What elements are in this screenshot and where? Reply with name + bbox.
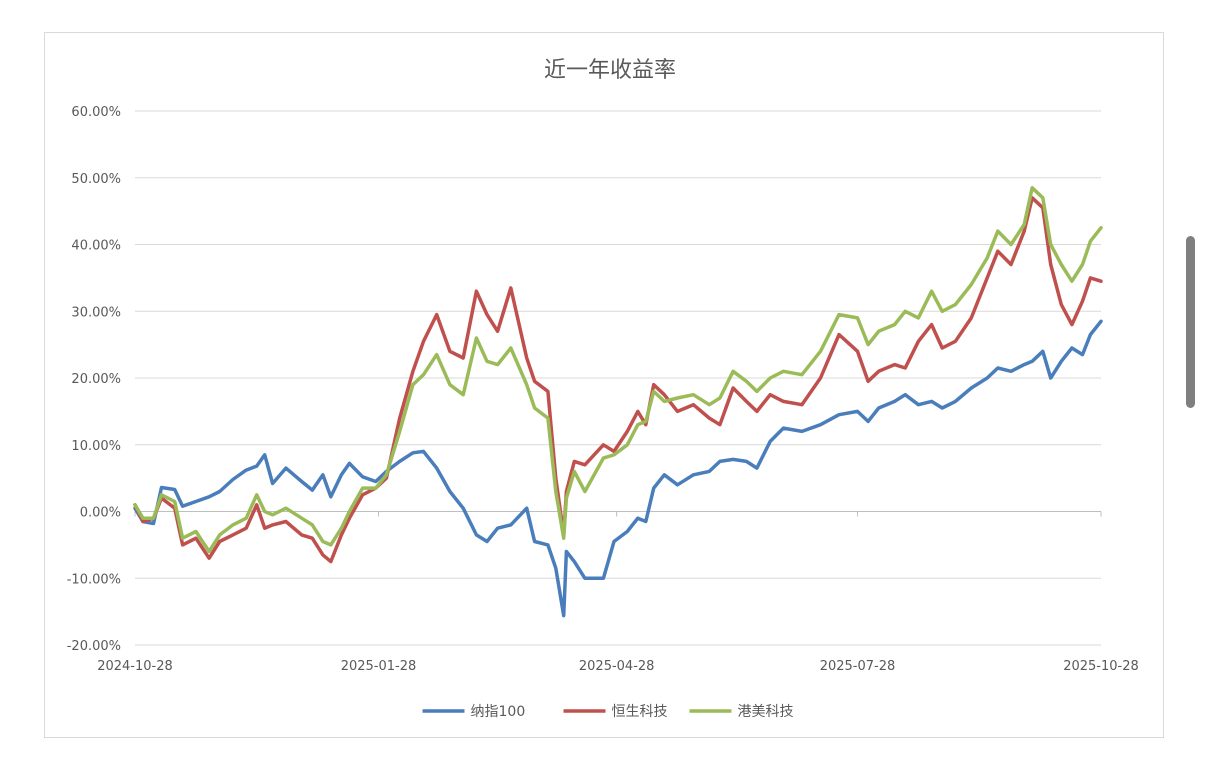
series-line-3 (133, 186, 1103, 554)
y-tick-label: 30.00% (71, 305, 121, 320)
y-tick-label: -20.00% (67, 639, 121, 654)
vertical-scrollbar[interactable] (1186, 236, 1195, 408)
y-tick-label: 20.00% (71, 372, 121, 387)
x-tick-label: 2025-10-28 (1063, 659, 1139, 674)
series-line-1 (133, 319, 1103, 618)
y-tick-label: 0.00% (80, 506, 121, 521)
y-tick-label: 50.00% (71, 172, 121, 187)
y-tick-label: 60.00% (71, 105, 121, 120)
line-chart: 近一年收益率 60.00% 50.00% 40.00% 30.00% 20.00% 10.… (67, 58, 1139, 720)
legend-label-1: 纳指100 (471, 704, 526, 720)
x-tick-label: 2025-01-28 (341, 659, 417, 674)
x-tick-label: 2025-07-28 (820, 659, 896, 674)
y-tick-label: 40.00% (71, 239, 121, 254)
y-tick-label: -10.00% (67, 572, 121, 587)
x-tick-label: 2024-10-28 (97, 659, 173, 674)
legend-label-2: 恒生科技 (612, 704, 668, 720)
series-line-2 (133, 196, 1103, 564)
y-tick-label: 10.00% (71, 439, 121, 454)
chart-title: 近一年收益率 (544, 58, 676, 83)
x-tick-label: 2025-04-28 (579, 659, 655, 674)
legend-label-3: 港美科技 (738, 704, 794, 720)
chart-frame: 近一年收益率 60.00% 50.00% 40.00% 30.00% 20.00% 10.… (44, 32, 1164, 738)
